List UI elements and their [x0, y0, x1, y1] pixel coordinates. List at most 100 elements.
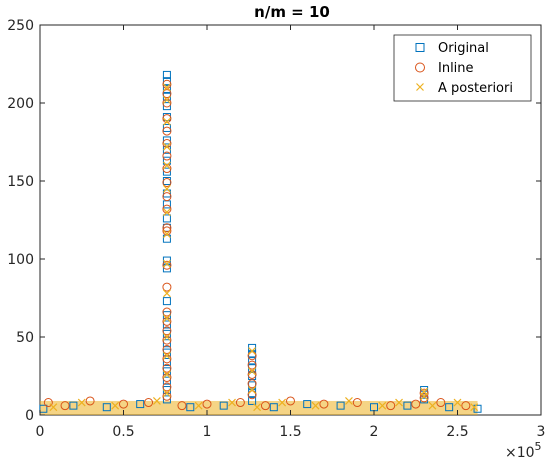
- data-point-original: [162, 214, 171, 223]
- data-point-original: [403, 401, 412, 410]
- data-point-a-posteriori: [162, 259, 171, 268]
- data-point-inline: [386, 401, 396, 411]
- data-point-inline: [461, 401, 471, 411]
- data-point-original: [162, 357, 171, 366]
- data-point-inline: [247, 379, 257, 389]
- data-point-original: [162, 339, 171, 348]
- data-point-original: [162, 320, 171, 329]
- data-point-original: [162, 297, 171, 306]
- data-point-inline: [247, 360, 257, 370]
- data-point-original: [219, 401, 228, 410]
- data-point-inline: [162, 139, 172, 149]
- data-point-inline: [162, 192, 172, 202]
- data-point-original: [162, 70, 171, 79]
- data-point-inline: [260, 401, 270, 411]
- data-point-inline: [144, 398, 154, 408]
- data-point-inline: [43, 398, 53, 408]
- series-1: [43, 79, 471, 411]
- data-point-a-posteriori: [470, 403, 479, 412]
- data-point-a-posteriori: [162, 95, 171, 104]
- data-point-inline: [177, 401, 187, 411]
- data-point-a-posteriori: [428, 401, 437, 410]
- data-point-a-posteriori: [162, 389, 171, 398]
- data-point-inline: [436, 398, 446, 408]
- data-point-inline: [235, 398, 245, 408]
- data-point-inline: [247, 369, 257, 379]
- data-point-a-posteriori: [152, 397, 161, 405]
- data-point-a-posteriori: [248, 347, 257, 355]
- data-point-inline: [162, 89, 172, 99]
- x-tick-label: 1: [203, 424, 212, 440]
- series-2: [49, 83, 479, 412]
- data-point-a-posteriori: [162, 289, 171, 298]
- data-point-a-posteriori: [162, 351, 171, 360]
- data-point-inline: [162, 126, 172, 136]
- data-point-inline: [162, 114, 172, 124]
- data-point-original: [303, 400, 312, 409]
- data-point-inline: [162, 223, 172, 233]
- data-point-a-posteriori: [162, 161, 171, 170]
- data-point-original: [269, 403, 278, 412]
- data-point-a-posteriori: [162, 208, 171, 217]
- data-point-inline: [162, 335, 172, 345]
- data-point-a-posteriori: [162, 370, 171, 379]
- y-tick-label: 100: [7, 252, 34, 268]
- data-point-inline: [162, 316, 172, 326]
- data-point-a-posteriori: [248, 386, 257, 394]
- legend-item-a-posteriori: A posteriori: [416, 81, 513, 96]
- data-point-original: [162, 84, 171, 93]
- data-point-original: [162, 77, 171, 86]
- data-point-original: [69, 401, 78, 410]
- data-point-original: [39, 404, 48, 413]
- data-point-inline: [419, 393, 429, 403]
- y-tick-label: 250: [7, 18, 34, 34]
- data-point-original: [186, 403, 195, 412]
- data-point-inline: [162, 282, 172, 292]
- data-point-a-posteriori: [162, 117, 171, 126]
- data-point-a-posteriori: [162, 230, 171, 238]
- data-point-a-posteriori: [194, 401, 203, 410]
- data-point-inline: [162, 344, 172, 354]
- data-point-inline: [411, 399, 421, 409]
- data-point-original: [162, 189, 171, 198]
- data-point-a-posteriori: [228, 398, 236, 407]
- data-point-a-posteriori: [248, 367, 257, 376]
- data-point-a-posteriori: [49, 403, 58, 412]
- data-point-a-posteriori: [311, 401, 320, 410]
- data-point-a-posteriori: [162, 184, 171, 193]
- data-point-a-posteriori: [278, 398, 287, 407]
- data-point-a-posteriori: [162, 83, 171, 92]
- legend-item-original: Original: [415, 41, 489, 56]
- data-point-inline: [60, 401, 70, 411]
- x-tick-label: 0: [36, 424, 45, 440]
- legend-label-inline: Inline: [438, 61, 474, 76]
- data-point-original: [248, 396, 257, 405]
- data-point-a-posteriori: [253, 403, 262, 412]
- data-point-original: [248, 356, 257, 365]
- dense-band-mark: [40, 400, 478, 415]
- data-point-original: [162, 376, 171, 385]
- data-point-original: [162, 167, 171, 176]
- data-point-inline: [202, 399, 212, 409]
- x-tick-label: 1.5: [279, 424, 301, 440]
- data-point-inline: [162, 164, 172, 174]
- y-tick-label: 200: [7, 96, 34, 112]
- data-marks: [39, 70, 482, 415]
- x-tick-label: 0.5: [112, 424, 134, 440]
- data-point-inline: [286, 396, 295, 406]
- data-point-a-posteriori: [162, 314, 171, 323]
- data-point-inline: [162, 363, 172, 373]
- data-point-inline: [162, 204, 172, 214]
- y-tick-label: 0: [25, 408, 34, 424]
- data-point-inline: [162, 79, 172, 89]
- data-point-inline: [162, 373, 172, 383]
- legend: Original Inline A posteriori: [393, 34, 532, 102]
- data-point-inline: [319, 399, 329, 409]
- data-point-inline: [85, 396, 95, 406]
- x-axis-multiplier: ×105: [505, 440, 542, 461]
- x-axis-multiplier-exponent: 5: [535, 440, 542, 453]
- data-point-original: [136, 400, 145, 409]
- data-point-original: [162, 102, 171, 111]
- data-point-inline: [162, 307, 172, 317]
